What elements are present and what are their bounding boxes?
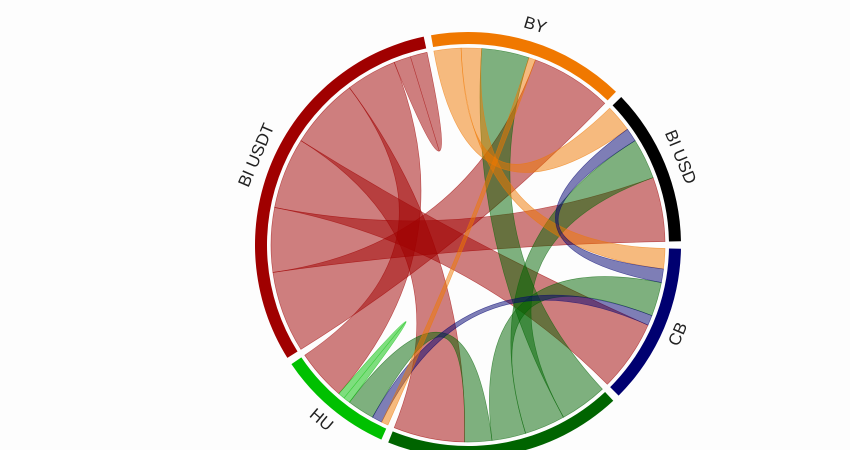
group-arc: [431, 32, 616, 101]
ribbon: [270, 177, 666, 273]
ribbon: [381, 57, 536, 426]
ribbon: [393, 51, 442, 152]
ribbon: [338, 321, 407, 403]
group-arc: [255, 36, 427, 358]
group-arc: [388, 392, 614, 450]
group-arc: [610, 248, 681, 396]
group-arc: [612, 97, 681, 242]
ribbon: [510, 140, 654, 434]
ribbon: [460, 47, 666, 270]
ribbon: [304, 61, 422, 395]
ribbon: [272, 59, 606, 350]
ribbon: [555, 128, 664, 283]
group-arc: [291, 357, 387, 440]
